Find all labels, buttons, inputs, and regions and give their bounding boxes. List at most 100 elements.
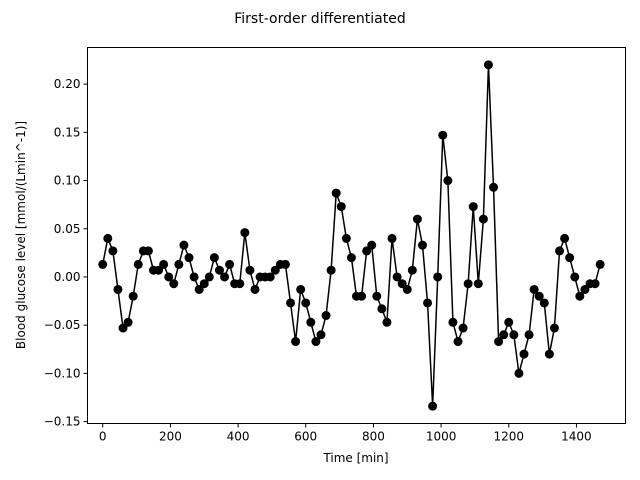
data-point-83 [519, 349, 529, 359]
data-point-92 [565, 253, 575, 263]
data-point-91 [560, 233, 570, 243]
data-point-61 [407, 265, 417, 275]
data-point-22 [209, 253, 219, 263]
data-point-25 [225, 259, 235, 269]
data-point-55 [377, 304, 387, 314]
data-point-77 [489, 182, 499, 192]
data-point-89 [549, 323, 559, 333]
data-point-30 [250, 284, 260, 294]
data-point-79 [499, 330, 509, 340]
data-point-21 [204, 272, 214, 282]
data-point-62 [412, 214, 422, 224]
data-point-48 [341, 233, 351, 243]
data-point-58 [392, 272, 402, 282]
data-point-3 [113, 284, 123, 294]
data-point-64 [423, 298, 433, 308]
data-point-98 [595, 259, 605, 269]
data-point-72 [463, 279, 473, 289]
data-point-11 [154, 265, 164, 275]
y-tick-label-2: −0.05 [44, 318, 81, 332]
data-point-66 [433, 272, 443, 282]
data-point-94 [575, 291, 585, 301]
data-point-12 [159, 259, 169, 269]
data-point-5 [123, 317, 133, 327]
y-axis-label: Blood glucose level [mmol/(Lmin^-1)] [14, 121, 28, 349]
x-tick-label-1: 200 [159, 430, 182, 444]
data-point-39 [296, 284, 306, 294]
y-tick-label-1: −0.10 [44, 366, 81, 380]
data-point-7 [133, 259, 143, 269]
data-point-82 [514, 368, 524, 378]
data-point-43 [316, 330, 326, 340]
data-point-51 [357, 291, 367, 301]
data-point-63 [417, 240, 427, 250]
data-point-84 [524, 330, 534, 340]
data-point-0 [98, 259, 108, 269]
data-point-16 [179, 240, 189, 250]
y-tick-label-5: 0.10 [54, 174, 81, 188]
data-point-60 [402, 284, 412, 294]
data-point-74 [473, 279, 483, 289]
data-point-18 [189, 272, 199, 282]
series-layer [98, 60, 605, 411]
data-point-49 [346, 253, 356, 263]
data-point-75 [478, 214, 488, 224]
data-point-6 [128, 291, 138, 301]
data-point-29 [245, 265, 255, 275]
data-point-65 [428, 401, 438, 411]
data-point-59 [397, 279, 407, 289]
data-point-4 [118, 323, 128, 333]
x-tick-label-7: 1400 [561, 430, 592, 444]
data-point-2 [108, 246, 118, 256]
data-point-85 [529, 284, 539, 294]
data-point-14 [169, 279, 179, 289]
data-point-15 [174, 259, 184, 269]
x-tick-label-0: 0 [99, 430, 107, 444]
data-point-24 [220, 272, 230, 282]
y-tick-label-7: 0.20 [54, 77, 81, 91]
chart-title: First-order differentiated [234, 11, 405, 27]
data-point-17 [184, 253, 194, 263]
data-point-19 [194, 284, 204, 294]
data-point-67 [438, 130, 448, 140]
x-axis: 0 200 400 600 800 1000 1200 1400 [99, 423, 592, 444]
data-point-57 [387, 233, 397, 243]
data-point-80 [504, 317, 514, 327]
data-point-41 [306, 317, 316, 327]
data-point-93 [570, 272, 580, 282]
x-tick-label-4: 800 [362, 430, 385, 444]
y-tick-label-3: 0.00 [54, 270, 81, 284]
data-point-36 [280, 259, 290, 269]
x-tick-label-5: 1000 [426, 430, 457, 444]
data-point-54 [372, 291, 382, 301]
data-point-34 [270, 265, 280, 275]
data-point-23 [214, 265, 224, 275]
data-point-20 [199, 279, 209, 289]
data-point-71 [458, 323, 468, 333]
data-point-33 [265, 272, 275, 282]
data-point-13 [164, 272, 174, 282]
data-point-44 [321, 311, 331, 321]
data-point-9 [143, 246, 153, 256]
y-tick-label-6: 0.15 [54, 125, 81, 139]
data-point-52 [362, 246, 372, 256]
data-point-90 [555, 246, 565, 256]
data-point-37 [286, 298, 296, 308]
y-axis: −0.15 −0.10 −0.05 0.00 0.05 0.10 0.15 0.20 [44, 77, 88, 429]
data-point-95 [580, 284, 590, 294]
data-point-28 [240, 228, 250, 238]
data-point-47 [336, 202, 346, 212]
y-tick-label-0: −0.15 [44, 415, 81, 429]
data-point-69 [448, 317, 458, 327]
data-point-27 [235, 279, 245, 289]
data-point-86 [534, 291, 544, 301]
data-point-45 [326, 265, 336, 275]
data-point-53 [367, 240, 377, 250]
data-point-46 [331, 188, 341, 198]
plot-frame [87, 47, 626, 424]
data-point-87 [539, 298, 549, 308]
y-tick-label-4: 0.05 [54, 222, 81, 236]
data-point-56 [382, 317, 392, 327]
data-point-70 [453, 337, 463, 347]
